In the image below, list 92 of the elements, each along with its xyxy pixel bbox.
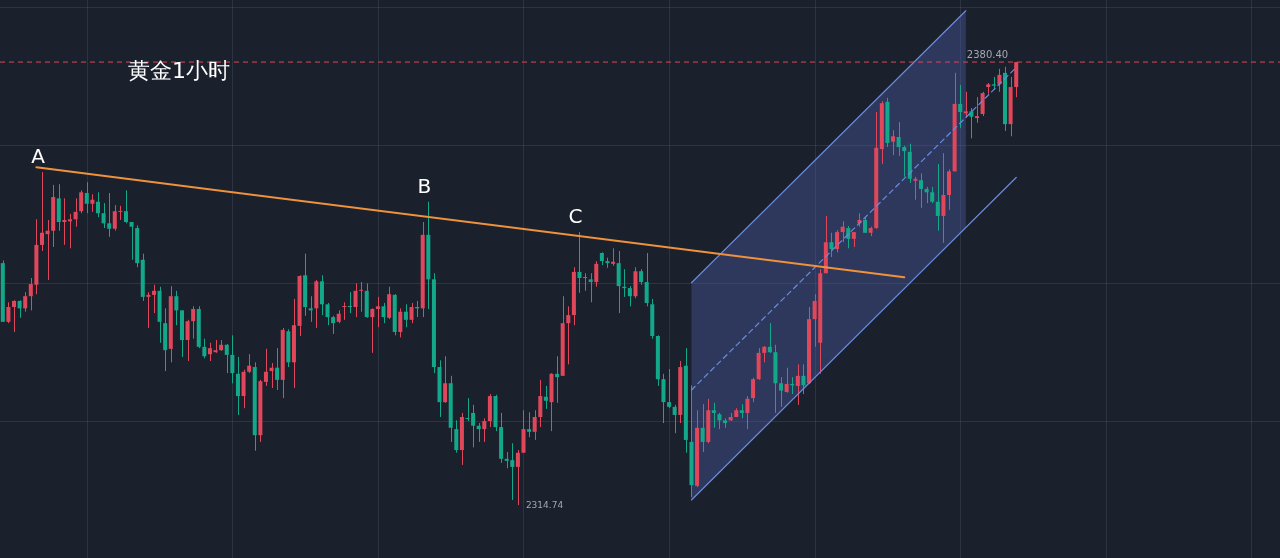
candlestick [958, 84, 963, 129]
candlestick [73, 197, 78, 228]
candlestick [342, 301, 347, 321]
candlestick [207, 342, 212, 362]
candlestick [174, 290, 179, 326]
candlestick [482, 417, 487, 443]
candlestick [627, 285, 632, 307]
candlestick [913, 176, 918, 201]
candlestick [263, 348, 268, 387]
candlestick [67, 213, 72, 249]
candlestick [224, 343, 229, 374]
candlestick [325, 302, 330, 326]
candlestick [896, 121, 901, 157]
candlestick [784, 367, 789, 394]
candlestick [594, 260, 599, 288]
candlestick [101, 202, 106, 229]
candlestick [443, 355, 448, 404]
candlestick [667, 368, 672, 409]
candlestick [801, 363, 806, 395]
candlestick [275, 347, 280, 391]
candlestick [532, 409, 537, 441]
candlestick [941, 152, 946, 244]
candlestick [935, 163, 940, 232]
annotation: 2314.74 [525, 500, 564, 511]
candlestick [588, 272, 593, 303]
candlestick [835, 229, 840, 253]
candlestick [398, 307, 403, 338]
candlestick [353, 282, 358, 318]
annotation: C [568, 204, 583, 229]
candlestick [947, 168, 952, 211]
candlestick [84, 181, 89, 214]
candlestick [767, 322, 772, 354]
candlestick [235, 356, 240, 416]
candlestick [515, 449, 520, 506]
candlestick [980, 91, 985, 117]
candlestick [129, 221, 134, 261]
candlestick [387, 286, 392, 320]
candlestick [974, 96, 980, 124]
candlestick [454, 419, 459, 454]
candlestick [700, 403, 705, 453]
candlestick [538, 379, 543, 428]
candlestick [56, 183, 61, 232]
candlestick [247, 353, 252, 374]
candlestick [711, 402, 716, 429]
text: 黄金1小时 [128, 57, 230, 85]
candlestick [963, 91, 968, 119]
candlestick [403, 303, 408, 328]
candlestick [185, 319, 190, 362]
candlestick [151, 284, 156, 314]
candlestick [23, 291, 28, 313]
candlestick [521, 409, 526, 454]
candlestick [202, 338, 207, 359]
candlestick [672, 404, 677, 434]
candlestick [107, 192, 112, 238]
candlestick [146, 291, 151, 329]
annotation: A [31, 144, 46, 169]
candlestick [409, 302, 414, 324]
candlestick [745, 395, 750, 430]
candlestick [751, 377, 756, 403]
candlestick [779, 376, 784, 408]
candlestick [616, 250, 621, 314]
candlestick [543, 385, 548, 410]
ref-line-label: 2380.40 [966, 48, 1009, 60]
candlestick [902, 145, 907, 178]
candlestick [308, 295, 313, 323]
candlestick [39, 171, 45, 252]
candlestick [95, 191, 100, 218]
candlestick [919, 172, 924, 209]
candlestick [527, 411, 532, 438]
candlestick [11, 299, 17, 333]
candlestick [375, 296, 380, 328]
candlestick [359, 281, 364, 313]
candlestick [381, 302, 386, 324]
candlestick [62, 197, 67, 246]
candlestick [969, 107, 974, 139]
candlestick [230, 334, 235, 384]
candlestick [840, 220, 845, 243]
candlestick [370, 307, 375, 354]
candlestick [6, 301, 11, 324]
candlestick [566, 305, 571, 365]
candlestick [191, 305, 196, 340]
candlestick [319, 274, 324, 316]
candlestick [331, 315, 336, 335]
candlestick [79, 189, 84, 214]
candlestick [661, 373, 666, 424]
annotation: B [417, 173, 432, 198]
candlestick [644, 252, 649, 307]
candlestick [123, 189, 128, 224]
candlestick [891, 129, 896, 156]
candlestick [795, 363, 800, 406]
candlestick [829, 232, 834, 258]
candlestick [347, 291, 352, 314]
